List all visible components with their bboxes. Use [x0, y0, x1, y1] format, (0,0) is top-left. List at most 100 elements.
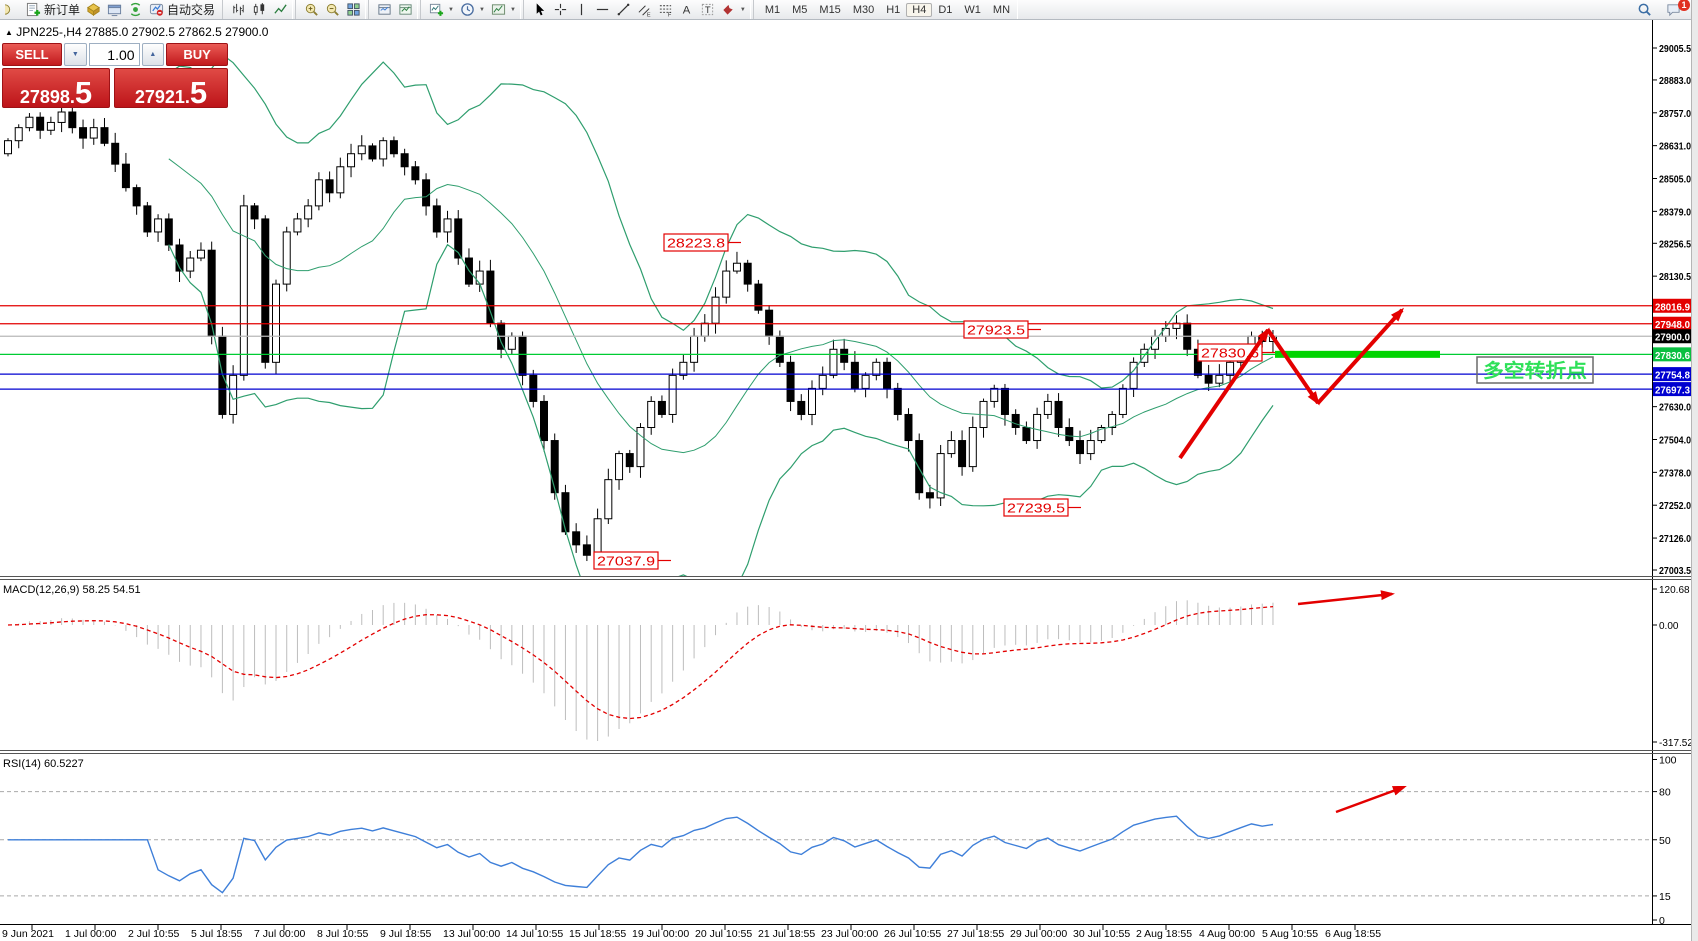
rsi-axis-label: 15 — [1659, 891, 1671, 903]
sell-button[interactable]: SELL — [2, 43, 63, 66]
note-text: 多空转折点 — [1483, 359, 1587, 382]
amount-input[interactable]: 1.00 — [88, 43, 140, 66]
time-axis-label: 4 Aug 00:00 — [1199, 928, 1255, 940]
bar-chart-button[interactable] — [228, 1, 249, 18]
text-label-button-icon: T — [700, 2, 715, 17]
green-highlight-bar[interactable] — [1275, 350, 1440, 358]
candle-body — [647, 400, 656, 429]
candle-body — [304, 205, 313, 220]
macd-arrow[interactable] — [1297, 590, 1395, 606]
arrange-windows-button[interactable] — [374, 1, 395, 18]
trend-arrow[interactable] — [1178, 327, 1270, 460]
trend-line-button[interactable] — [613, 1, 634, 18]
vertical-line-button[interactable] — [571, 1, 592, 18]
text-button[interactable]: A — [676, 1, 697, 18]
time-axis-label: 21 Jul 18:55 — [758, 928, 815, 940]
periods-button-icon — [460, 2, 475, 17]
symbol-ohlc-line: ▲ JPN225-,H4 27885.0 27902.5 27862.5 279… — [5, 25, 268, 39]
candle-body — [829, 348, 838, 376]
timeframe-m15-button[interactable]: M15 — [813, 3, 846, 17]
notifications-button[interactable]: 1 — [1663, 0, 1690, 18]
time-axis-label: 5 Jul 18:55 — [191, 928, 243, 940]
periods-button[interactable]: ▼ — [457, 1, 488, 18]
macd-axis-label: -317.52 — [1659, 738, 1693, 749]
profile-icon-button-icon — [86, 2, 101, 17]
candle-body — [915, 440, 924, 494]
candle-body — [239, 205, 248, 376]
zoom-out-button[interactable] — [322, 1, 343, 18]
candle-body — [1011, 413, 1020, 429]
time-axis-label: 27 Jul 18:55 — [947, 928, 1004, 940]
candle-body — [1215, 374, 1224, 384]
timeframe-w1-button-label: W1 — [964, 3, 981, 16]
candle-body — [36, 116, 45, 131]
timeframe-w1-button[interactable]: W1 — [958, 3, 987, 17]
templates-button-icon — [491, 2, 506, 17]
timeframe-h4-button[interactable]: H4 — [906, 2, 933, 17]
trend-arrow[interactable] — [1316, 307, 1405, 405]
candle-body — [1129, 361, 1138, 389]
timeframe-m5-button[interactable]: M5 — [786, 3, 813, 17]
new-order-button[interactable]: 新订单 — [23, 0, 83, 19]
timeframe-mn-button[interactable]: MN — [987, 3, 1016, 17]
rsi-axis-label: 50 — [1659, 835, 1671, 847]
candle-body — [593, 518, 602, 556]
dropdown-arrow-icon: ▼ — [448, 6, 454, 13]
cursor-button[interactable] — [529, 1, 550, 18]
price-axis-tick-label: 27378.0 — [1659, 467, 1691, 479]
arrows-button-icon — [721, 2, 736, 17]
timeframe-m1-button-label: M1 — [764, 3, 781, 16]
equidistant-channel-button[interactable]: E — [634, 1, 655, 18]
candle-body — [186, 257, 195, 272]
line-chart-button[interactable] — [270, 1, 291, 18]
candle-body — [282, 231, 291, 285]
buy-button[interactable]: BUY — [166, 43, 229, 66]
candlestick-chart-button[interactable] — [249, 1, 270, 18]
new-chart-button[interactable]: ▼ — [426, 1, 457, 18]
candle-body — [357, 145, 366, 155]
candle-body — [1000, 387, 1009, 415]
zoom-in-button[interactable] — [301, 1, 322, 18]
arrange-windows-button-icon — [377, 2, 392, 17]
candle-body — [732, 262, 741, 272]
terminal-icon-button[interactable] — [104, 1, 125, 18]
timeframe-h1-button[interactable]: H1 — [880, 3, 906, 17]
new-chart-button-icon — [429, 2, 444, 17]
fibonacci-button[interactable]: F — [655, 1, 676, 18]
buy-price-display[interactable]: 27921. 5 — [114, 68, 228, 108]
search-button[interactable] — [1634, 1, 1655, 18]
tile-windows-button-icon — [346, 2, 361, 17]
note-box[interactable] — [1476, 356, 1594, 384]
autotrading-button[interactable]: 自动交易 — [146, 0, 218, 19]
clipped-icon-icon — [5, 2, 20, 17]
signals-icon-button[interactable] — [125, 1, 146, 18]
amount-increase-button[interactable]: ▲ — [141, 43, 165, 66]
templates-button[interactable]: ▼ — [488, 1, 519, 18]
candle-body — [936, 453, 945, 499]
timeframe-m30-button[interactable]: M30 — [847, 3, 880, 17]
crosshair-button[interactable] — [550, 1, 571, 18]
candle-body — [625, 453, 634, 468]
timeframe-h1-button-label: H1 — [886, 3, 901, 16]
horizontal-line-button[interactable] — [592, 1, 613, 18]
trend-arrow[interactable] — [1266, 328, 1320, 406]
amount-decrease-button[interactable]: ▼ — [64, 43, 87, 66]
rsi-arrow[interactable] — [1335, 785, 1407, 814]
text-label-button[interactable]: T — [697, 1, 718, 18]
timeframe-d1-button[interactable]: D1 — [932, 3, 958, 17]
profile-icon-button[interactable] — [83, 1, 104, 18]
candle-body — [175, 244, 184, 272]
timeframe-m1-button[interactable]: M1 — [759, 3, 786, 17]
sell-price-display[interactable]: 27898. 5 — [2, 68, 110, 108]
arrows-button[interactable]: ▼ — [718, 1, 749, 18]
candle-body — [690, 335, 699, 363]
price-level-label-27948.0: 27948.0 — [1655, 319, 1690, 331]
candle-body — [475, 270, 484, 285]
chart-shift-button[interactable] — [395, 1, 416, 18]
candle-body — [100, 127, 109, 144]
price-level-label-bg — [1653, 367, 1692, 382]
tile-windows-button[interactable] — [343, 1, 364, 18]
chart-shift-button-icon — [398, 2, 413, 17]
candle-body — [1204, 374, 1213, 384]
